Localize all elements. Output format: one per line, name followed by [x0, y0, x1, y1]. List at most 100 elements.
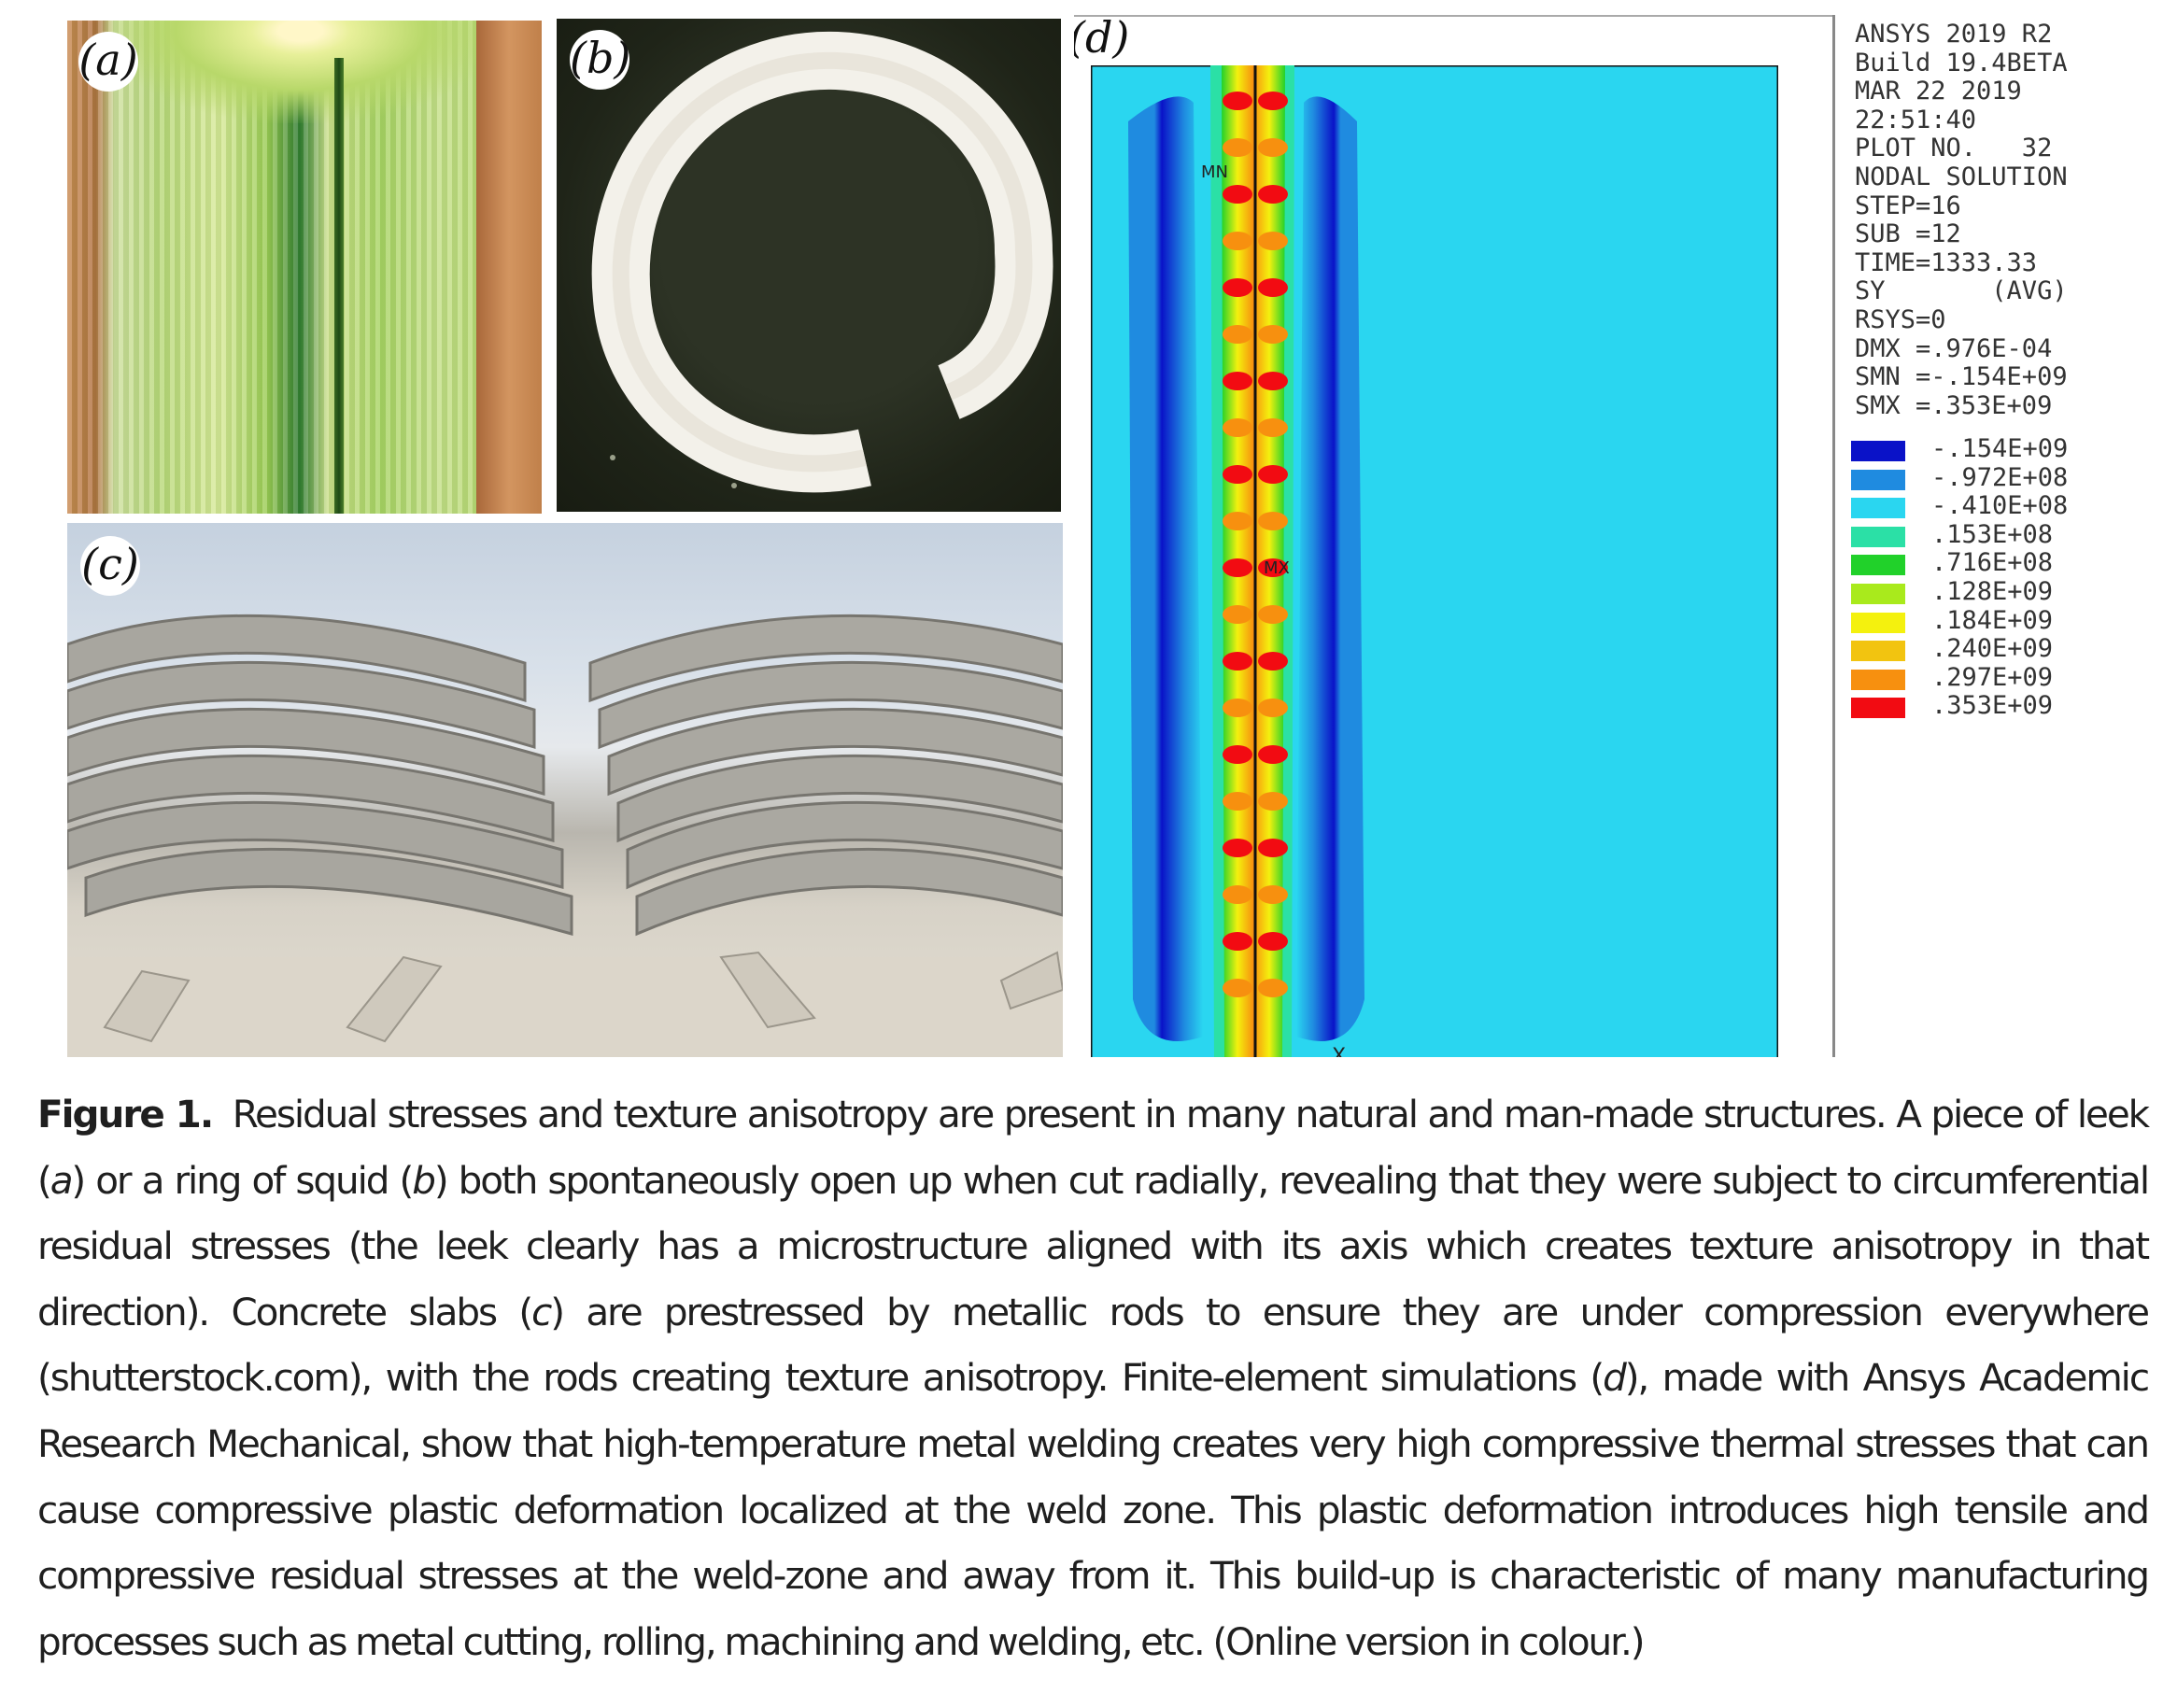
tensile-peaks: [1223, 92, 1288, 997]
tensile-spot: [1223, 979, 1252, 997]
tensile-spot: [1258, 885, 1288, 904]
tensile-spot: [1223, 932, 1252, 951]
tensile-spot: [1223, 185, 1252, 204]
tensile-spot: [1258, 325, 1288, 344]
legend-swatch: [1851, 526, 1905, 547]
compressive-zone-right: [1296, 96, 1364, 1042]
panel-d-label: (d): [1074, 12, 1130, 63]
compressive-zone-left: [1128, 96, 1203, 1042]
ansys-info-line: STEP=16: [1855, 191, 1961, 220]
tensile-spot: [1258, 512, 1288, 530]
ansys-info-line: SUB =12: [1855, 219, 1961, 249]
ansys-info-line: SMN =-.154E+09: [1855, 362, 2068, 392]
legend-value: -.154E+09: [1931, 434, 2069, 463]
tensile-spot: [1223, 652, 1252, 670]
caption-segment: ) or a ring of squid (: [71, 1157, 414, 1203]
ansys-info-line: Build 19.4BETA: [1855, 48, 2068, 78]
tensile-spot: [1223, 325, 1252, 344]
legend-swatch: [1851, 669, 1905, 690]
tensile-spot: [1223, 465, 1252, 484]
legend-swatch: [1851, 441, 1905, 461]
tensile-spot: [1223, 138, 1252, 157]
ansys-info-line: SY (AVG): [1855, 276, 2068, 306]
legend-value: -.410E+08: [1931, 491, 2069, 521]
legend-value: .184E+09: [1931, 605, 2054, 635]
legend-swatch: [1851, 612, 1905, 633]
tensile-spot: [1258, 839, 1288, 857]
tensile-spot: [1258, 465, 1288, 484]
legend-value: -.972E+08: [1931, 462, 2069, 492]
right-slab-stack: [588, 614, 1063, 937]
tensile-spot: [1258, 605, 1288, 624]
ansys-solution-info: ANSYS 2019 R2 Build 19.4BETA MAR 22 2019 22…: [1855, 20, 2068, 420]
tensile-spot: [1223, 605, 1252, 624]
plot-frame-right: [1832, 15, 1835, 1057]
legend-value: .153E+08: [1931, 519, 2054, 549]
reflection-dot: [610, 455, 615, 460]
legend-value: .716E+08: [1931, 548, 2054, 578]
tensile-spot: [1223, 418, 1252, 437]
figure-label: Figure 1.: [37, 1092, 214, 1136]
caption-panel-ref: c: [531, 1289, 552, 1334]
tensile-spot: [1258, 979, 1288, 997]
legend-value: .128E+09: [1931, 576, 2054, 606]
legend-swatch: [1851, 641, 1905, 662]
ansys-info-line: TIME=1333.33: [1855, 247, 2038, 277]
tensile-spot: [1258, 232, 1288, 250]
ansys-info-line: NODAL SOLUTION: [1855, 162, 2068, 191]
legend-value: .240E+09: [1931, 634, 2054, 664]
ground: [67, 957, 1063, 1057]
tensile-spot: [1258, 372, 1288, 390]
panel-c-label: (c): [80, 536, 140, 596]
tensile-spot: [1223, 745, 1252, 764]
caption-segment: ) are prestressed by metallic rods to en…: [37, 1289, 2150, 1401]
legend-swatch: [1851, 555, 1905, 576]
wood-block: [103, 969, 191, 1043]
concrete-slabs-drawing: [67, 614, 1063, 1057]
tensile-spot: [1223, 372, 1252, 390]
tensile-spot: [1258, 745, 1288, 764]
tensile-spot: [1258, 138, 1288, 157]
wood-block: [719, 951, 816, 1029]
fea-stress-plot: (d) MN MX X: [1074, 11, 2157, 1057]
stress-contour-map: MN MX X: [1091, 65, 1778, 1057]
caption-segment: ), made with Ansys Academic Research Mec…: [37, 1355, 2150, 1664]
caption-text: Residual stresses and texture anisotropy…: [37, 1092, 2150, 1664]
legend-swatch: [1851, 469, 1905, 490]
ansys-info-line: 22:51:40: [1855, 105, 1977, 134]
tensile-spot: [1223, 232, 1252, 250]
tensile-spot: [1258, 185, 1288, 204]
wood-block: [999, 951, 1063, 1010]
leek-core: [105, 21, 497, 123]
tensile-spot: [1223, 278, 1252, 297]
tensile-spot: [1258, 932, 1288, 951]
tensile-spot: [1258, 558, 1288, 577]
caption-panel-ref: b: [412, 1157, 436, 1203]
tensile-spot: [1223, 885, 1252, 904]
tensile-spot: [1258, 278, 1288, 297]
tensile-spot: [1258, 699, 1288, 717]
figure-caption: Figure 1. Residual stresses and texture …: [37, 1081, 2150, 1674]
squid-ring-inner: [612, 51, 1033, 473]
legend-swatch: [1851, 698, 1905, 719]
ansys-info-line: MAR 22 2019: [1855, 77, 2022, 106]
caption-panel-ref: d: [1603, 1355, 1627, 1401]
ansys-info-line: SMX =.353E+09: [1855, 390, 2053, 420]
axis-x-label: X: [1332, 1045, 1346, 1057]
tensile-spot: [1258, 792, 1288, 811]
caption-panel-ref: a: [49, 1157, 74, 1203]
ansys-info-line: PLOT NO. 32: [1855, 134, 2053, 163]
tensile-spot: [1258, 418, 1288, 437]
legend-value: .353E+09: [1931, 691, 2054, 721]
wood-block: [346, 955, 443, 1043]
squid-ring-photo: (b): [557, 19, 1061, 512]
caption-segment: ) both spontaneously open up when cut ra…: [37, 1157, 2150, 1334]
tensile-spot: [1223, 92, 1252, 110]
legend-swatch: [1851, 498, 1905, 519]
ansys-info-line: DMX =.976E-04: [1855, 333, 2053, 363]
leek-radial-cut: [334, 58, 344, 514]
legend-value: .297E+09: [1931, 662, 2054, 692]
max-marker: MX: [1264, 558, 1290, 578]
left-slab-stack: [67, 614, 573, 936]
reflection-dot: [731, 483, 737, 488]
